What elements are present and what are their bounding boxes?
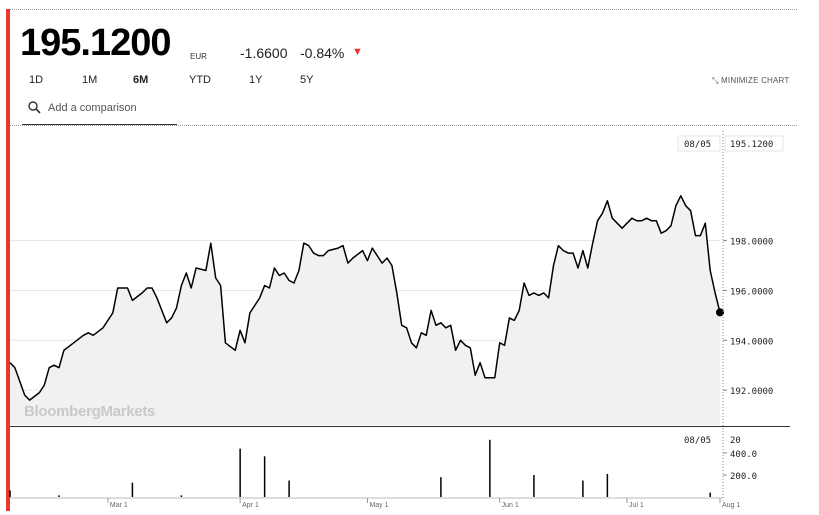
comparison-input[interactable]: Add a comparison	[48, 102, 137, 114]
x-tick-label: Apr 1	[242, 502, 259, 509]
volume-last-date: 08/05	[684, 436, 711, 446]
minimize-chart-button[interactable]: ⤡ MINIMIZE CHART	[712, 76, 797, 86]
accent-bar	[6, 9, 10, 511]
price-change-percent: -0.84%	[300, 45, 345, 61]
tab-5y[interactable]: 5Y	[300, 74, 314, 86]
price-area	[10, 195, 720, 425]
last-value-box	[724, 135, 784, 152]
x-tick-label: Jul 1	[629, 502, 644, 509]
last-price-marker	[716, 308, 724, 317]
tab-1y[interactable]: 1Y	[249, 74, 263, 86]
volume-tick-label: 200.0	[730, 472, 757, 482]
price-line	[9, 195, 721, 401]
price-value: 195.1200	[20, 22, 171, 64]
y-tick-label: 198.0000	[730, 238, 773, 248]
x-tick-label: Aug 1	[722, 502, 740, 509]
toolbar-divider	[10, 125, 797, 126]
currency-label: EUR	[190, 52, 207, 61]
volume-last-value: 20	[730, 436, 741, 446]
bloomberg-markets-watermark: BloombergMarkets	[24, 403, 156, 420]
tab-6m[interactable]: 6M	[133, 74, 149, 86]
tab-ytd[interactable]: YTD	[189, 74, 211, 86]
y-tick-label: 196.0000	[730, 287, 773, 297]
search-icon	[28, 101, 41, 114]
last-date-box	[677, 135, 721, 152]
y-tick-label: 192.0000	[730, 387, 773, 397]
tab-1m[interactable]: 1M	[82, 74, 98, 86]
y-tick-label: 194.0000	[730, 337, 773, 347]
minimize-chart-label: MINIMIZE CHART	[721, 76, 790, 85]
tab-1d[interactable]: 1D	[29, 74, 44, 86]
x-tick-label: May 1	[369, 502, 388, 509]
price-change: -1.6600	[240, 45, 288, 61]
x-tick-label: Jun 1	[502, 502, 519, 509]
last-date-label: 08/05	[684, 140, 711, 150]
down-triangle-icon: ▼	[352, 46, 363, 58]
top-divider	[10, 9, 797, 10]
minimize-arrows-icon: ⤡	[712, 76, 719, 85]
comparison-search[interactable]: Add a comparison	[22, 96, 177, 125]
last-value-label: 195.1200	[730, 140, 773, 150]
volume-tick-label: 400.0	[730, 450, 757, 460]
x-tick-label: Mar 1	[110, 502, 128, 509]
